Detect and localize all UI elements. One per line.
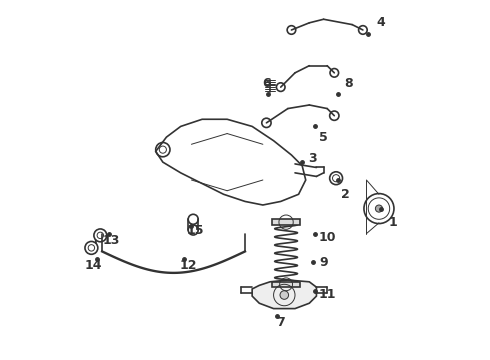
- Polygon shape: [252, 280, 317, 309]
- Text: 8: 8: [344, 77, 353, 90]
- Text: 12: 12: [179, 259, 196, 272]
- Circle shape: [375, 205, 383, 212]
- Text: 6: 6: [262, 77, 271, 90]
- Text: 5: 5: [319, 131, 328, 144]
- Text: 13: 13: [102, 234, 120, 247]
- Text: 14: 14: [84, 259, 102, 272]
- Polygon shape: [272, 219, 300, 225]
- Text: 9: 9: [319, 256, 328, 269]
- Text: 7: 7: [276, 316, 285, 329]
- Text: 1: 1: [389, 216, 397, 229]
- Text: 11: 11: [318, 288, 336, 301]
- Text: 3: 3: [309, 152, 317, 165]
- Text: 2: 2: [341, 188, 349, 201]
- Text: 15: 15: [186, 224, 204, 237]
- Text: 4: 4: [376, 16, 385, 29]
- Circle shape: [280, 291, 289, 299]
- Polygon shape: [272, 282, 300, 287]
- Text: 10: 10: [318, 231, 336, 244]
